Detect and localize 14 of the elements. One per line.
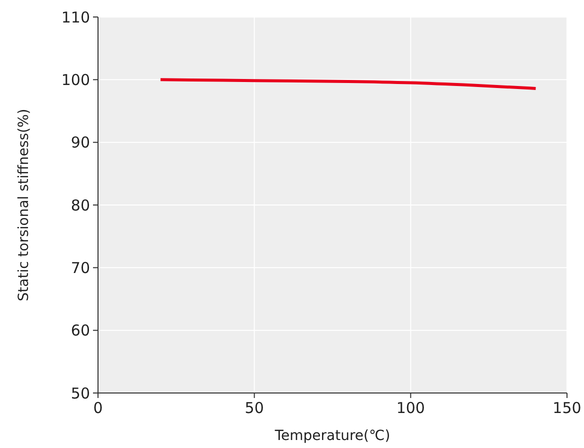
x-tick-label: 150 <box>552 399 582 417</box>
y-tick-label: 100 <box>61 70 90 89</box>
y-tick-label: 110 <box>61 8 90 26</box>
x-axis-title: Temperature(℃) <box>274 428 390 444</box>
x-tick-label: 100 <box>396 399 425 417</box>
y-tick-label: 80 <box>70 196 90 214</box>
y-tick-label: 60 <box>70 322 90 340</box>
y-tick-label: 70 <box>70 258 90 277</box>
y-axis-title: Static torsional stiffness(%) <box>16 108 32 302</box>
x-tick-label: 0 <box>93 399 103 417</box>
y-tick-label: 90 <box>70 134 90 152</box>
line-series <box>159 78 538 90</box>
y-tick-label: 50 <box>70 384 90 402</box>
x-tick-label: 50 <box>244 399 264 417</box>
